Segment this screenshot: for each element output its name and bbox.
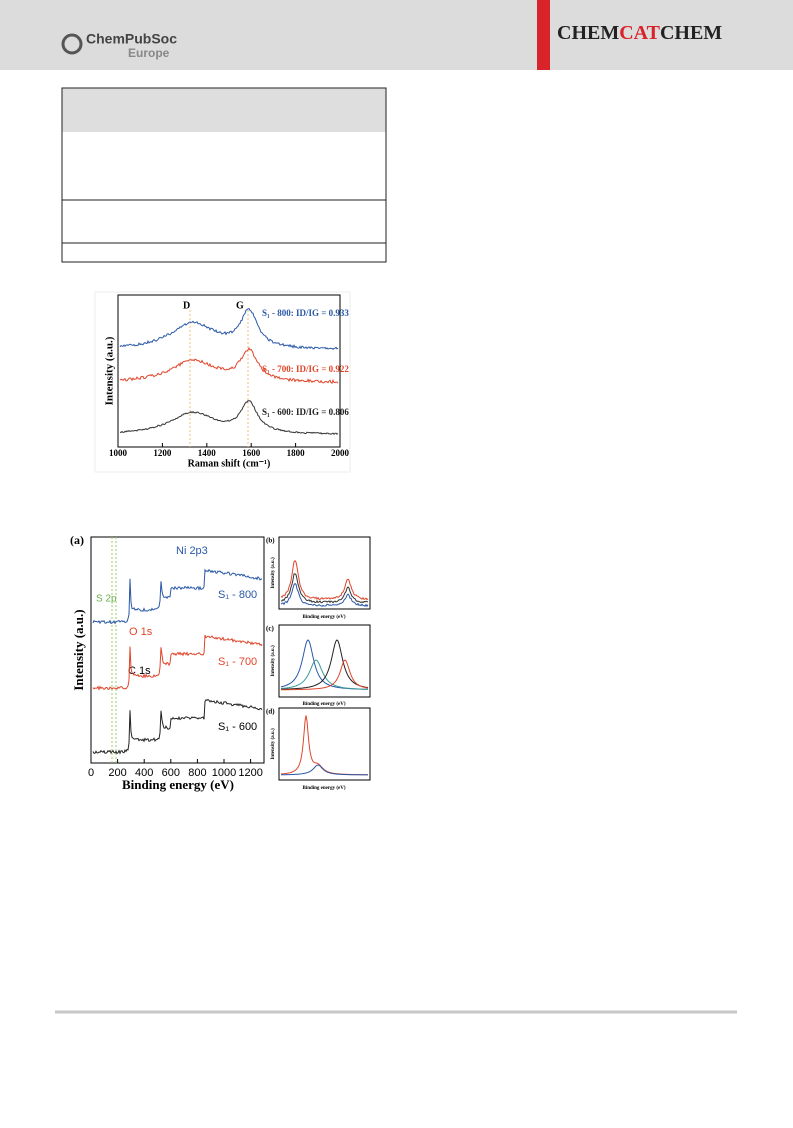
page: ChemPubSoc Europe CHEMCATCHEM D G S₁ - 8… — [0, 0, 793, 1123]
journal-name: CHEMCATCHEM — [557, 22, 722, 44]
series-label: S₁ - 600: ID/IG = 0.806 — [262, 407, 349, 417]
series-label: S₁ - 800: ID/IG = 0.933 — [262, 308, 349, 318]
x-tick-label: 0 — [88, 767, 94, 779]
y-label: Intensity (a.u.) — [271, 557, 276, 589]
panel-frame — [279, 625, 370, 697]
x-tick-label: 1200 — [238, 767, 262, 779]
table-head — [62, 88, 386, 132]
spectrum — [281, 715, 368, 774]
y-label: Intensity (a.u.) — [271, 645, 276, 677]
x-tick-label: 600 — [162, 767, 180, 779]
x-label: Binding energy (eV) — [302, 786, 345, 791]
x-label: Binding energy (eV) — [122, 777, 234, 792]
peak-label: G — [236, 300, 244, 311]
series-label: S₁ - 600 — [218, 721, 257, 733]
x-tick-label: 200 — [108, 767, 126, 779]
x-tick-label: 1600 — [242, 448, 261, 458]
journal-bar — [537, 0, 550, 70]
x-tick-label: 1000 — [212, 767, 236, 779]
y-label: Intensity (a.u.) — [271, 728, 276, 760]
panel-label: (a) — [70, 533, 84, 547]
journal-part: CHEM — [557, 22, 619, 44]
panel-label: (d) — [266, 708, 275, 716]
x-label: Raman shift (cm⁻¹) — [188, 458, 271, 469]
spectrum — [281, 765, 368, 775]
x-tick-label: 1400 — [198, 448, 217, 458]
series-label: S₁ - 700 — [218, 656, 257, 668]
x-tick-label: 1800 — [287, 448, 306, 458]
spectrum — [281, 561, 368, 600]
x-tick-label: 400 — [135, 767, 153, 779]
peak-label: D — [183, 300, 190, 311]
spectrum — [281, 660, 368, 689]
x-tick-label: 2000 — [331, 448, 350, 458]
spectrum — [281, 660, 368, 690]
journal-part: CAT — [619, 22, 660, 44]
x-label: Binding energy (eV) — [302, 615, 345, 620]
panel-label: (c) — [266, 625, 274, 633]
x-tick-label: 800 — [188, 767, 206, 779]
peak-label: S 2p — [96, 594, 117, 605]
x-tick-label: 1200 — [153, 448, 172, 458]
series-label: S₁ - 700: ID/IG = 0.922 — [262, 364, 349, 374]
society-sub: Europe — [128, 46, 170, 60]
panel-label: (b) — [266, 537, 275, 545]
peak-label: O 1s — [129, 626, 153, 638]
x-label: Binding energy (eV) — [302, 702, 345, 707]
y-label: Intensity (a.u.) — [104, 336, 116, 405]
peak-label: Ni 2p3 — [176, 545, 208, 557]
x-tick-label: 1000 — [109, 448, 128, 458]
y-label: Intensity (a.u.) — [71, 609, 86, 690]
society-name: ChemPubSoc — [86, 31, 177, 47]
journal-part: CHEM — [660, 22, 722, 44]
series-label: S₁ - 800 — [218, 589, 257, 601]
